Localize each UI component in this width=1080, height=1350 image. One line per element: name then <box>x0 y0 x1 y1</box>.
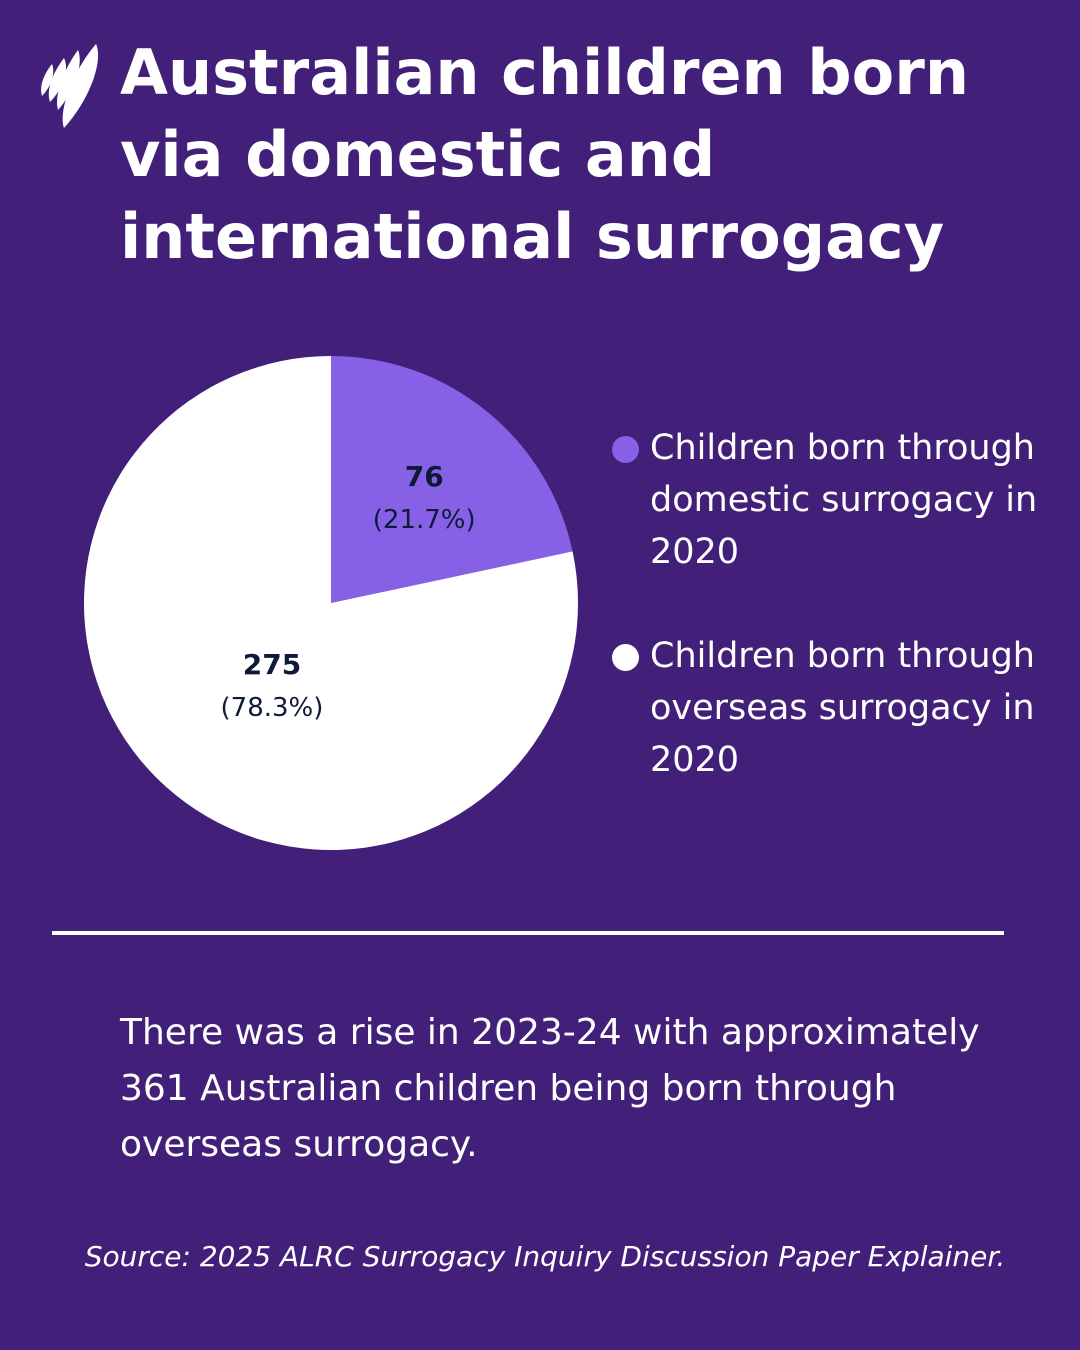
pie-slice-1 <box>84 356 578 850</box>
divider <box>52 931 1004 935</box>
page-title: Australian children born via domestic an… <box>120 36 969 273</box>
source-text: Source: 2025 ALRC Surrogacy Inquiry Disc… <box>84 1240 1006 1273</box>
slice-percent-label: (21.7%) <box>373 505 476 535</box>
legend-dot-icon <box>612 644 639 671</box>
note-text: There was a rise in 2023-24 with approxi… <box>120 1012 980 1165</box>
sbs-logo-icon <box>41 44 99 128</box>
slice-value-label: 76 <box>405 460 444 493</box>
slice-value-label: 275 <box>243 648 301 681</box>
pie-chart: 76 (21.7%) 275 (78.3%) Children born throug… <box>0 330 1080 870</box>
pie-slice-0 <box>331 356 573 603</box>
slice-percent-label: (78.3%) <box>221 693 324 723</box>
legend-dot-icon <box>612 436 639 463</box>
legend-label: Children born through overseas surrogacy… <box>650 636 1035 780</box>
legend-label: Children born through domestic surrogacy… <box>650 428 1038 572</box>
pie-svg: 76 (21.7%) 275 (78.3%) <box>84 356 578 850</box>
